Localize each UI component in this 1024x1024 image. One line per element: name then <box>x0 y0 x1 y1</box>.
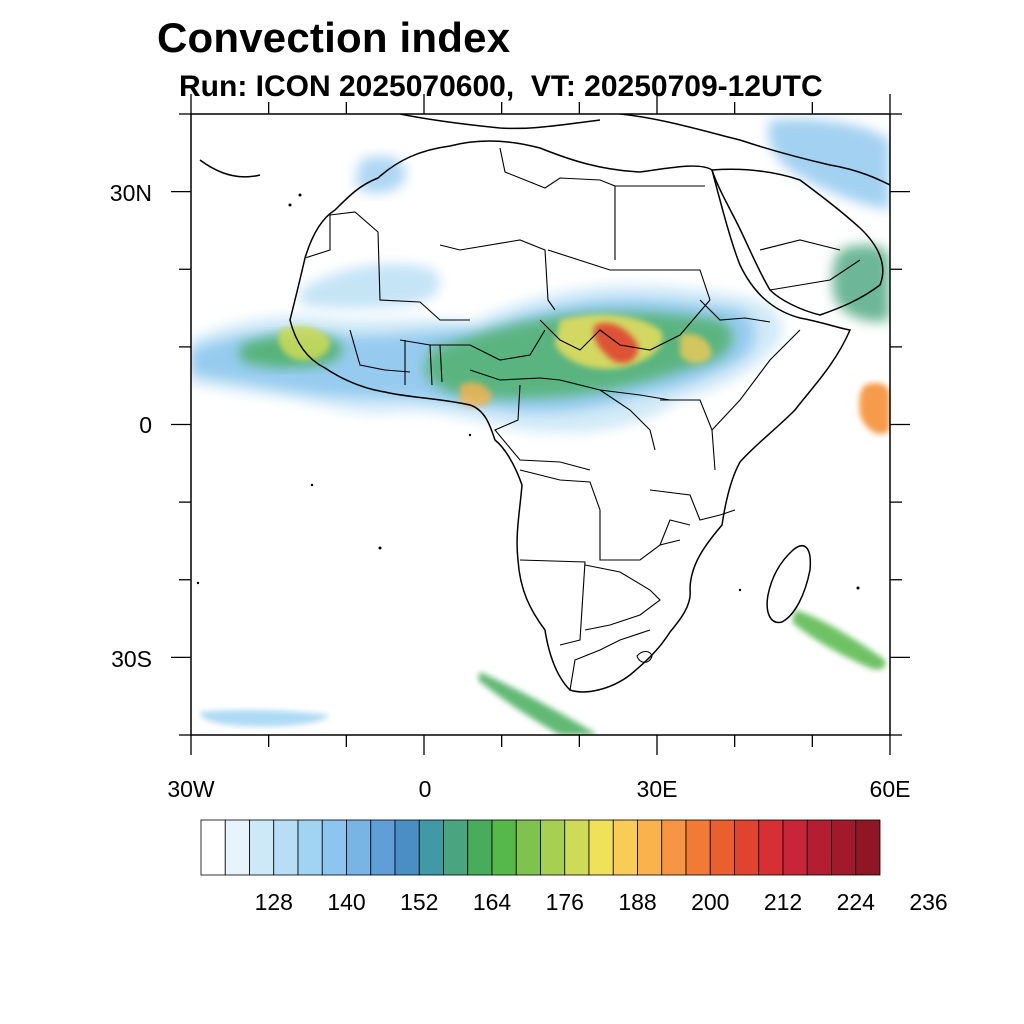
coastlines <box>199 114 890 693</box>
colorbar-swatch <box>637 819 663 876</box>
colorbar-label: 200 <box>691 889 730 915</box>
colorbar-swatch <box>685 819 711 876</box>
colorbar-swatch <box>612 819 638 876</box>
colorbar-label: 212 <box>763 889 803 915</box>
colorbar-swatch <box>370 819 396 876</box>
colorbar-swatch <box>467 819 493 876</box>
colorbar-swatch <box>224 819 250 876</box>
colorbar-swatch <box>249 819 275 876</box>
colorbar-swatch <box>758 819 784 876</box>
colorbar-label: 236 <box>909 889 948 915</box>
colorbar-swatch <box>806 819 832 876</box>
colorbar-swatch <box>273 819 299 876</box>
colorbar-label: 164 <box>472 889 512 915</box>
colorbar-swatch <box>200 819 226 876</box>
colorbar-label: 176 <box>545 889 584 915</box>
colorbar-label: 188 <box>618 889 657 915</box>
colorbar-swatch <box>443 819 469 876</box>
colorbar-swatch <box>418 819 444 876</box>
lat-label-30n: 30N <box>109 180 152 206</box>
colorbar-swatch <box>782 819 808 876</box>
colorbar-swatch <box>346 819 372 876</box>
colorbar-swatch <box>709 819 735 876</box>
colorbar-swatch <box>540 819 566 876</box>
lon-label-30w: 30W <box>167 776 215 802</box>
colorbar <box>200 819 881 876</box>
country-borders <box>304 147 861 691</box>
lon-label-60e: 60E <box>869 776 911 802</box>
colorbar-swatch <box>831 819 857 876</box>
colorbar-swatch <box>588 819 614 876</box>
lat-label-0: 0 <box>139 412 152 438</box>
colorbar-label: 152 <box>400 889 439 915</box>
colorbar-swatch <box>661 819 687 876</box>
colorbar-label: 140 <box>327 889 366 915</box>
colorbar-swatch <box>297 819 323 876</box>
colorbar-label: 128 <box>254 889 293 915</box>
colorbar-label: 224 <box>836 889 875 915</box>
colorbar-swatch <box>855 819 881 876</box>
chart-title: Convection index <box>157 14 511 61</box>
colorbar-swatch <box>394 819 420 876</box>
islands <box>196 193 860 592</box>
colorbar-swatch <box>491 819 517 876</box>
colorbar-swatch <box>515 819 541 876</box>
lon-label-0: 0 <box>418 776 432 802</box>
convection-field <box>191 118 890 735</box>
colorbar-swatch <box>734 819 760 876</box>
chart-subtitle: Run: ICON 2025070600, VT: 20250709-12UTC <box>179 70 823 103</box>
lon-label-30e: 30E <box>636 776 678 802</box>
map-frame <box>171 94 910 755</box>
lat-label-30s: 30S <box>111 646 152 672</box>
colorbar-swatch <box>321 819 347 876</box>
colorbar-swatch <box>564 819 590 876</box>
